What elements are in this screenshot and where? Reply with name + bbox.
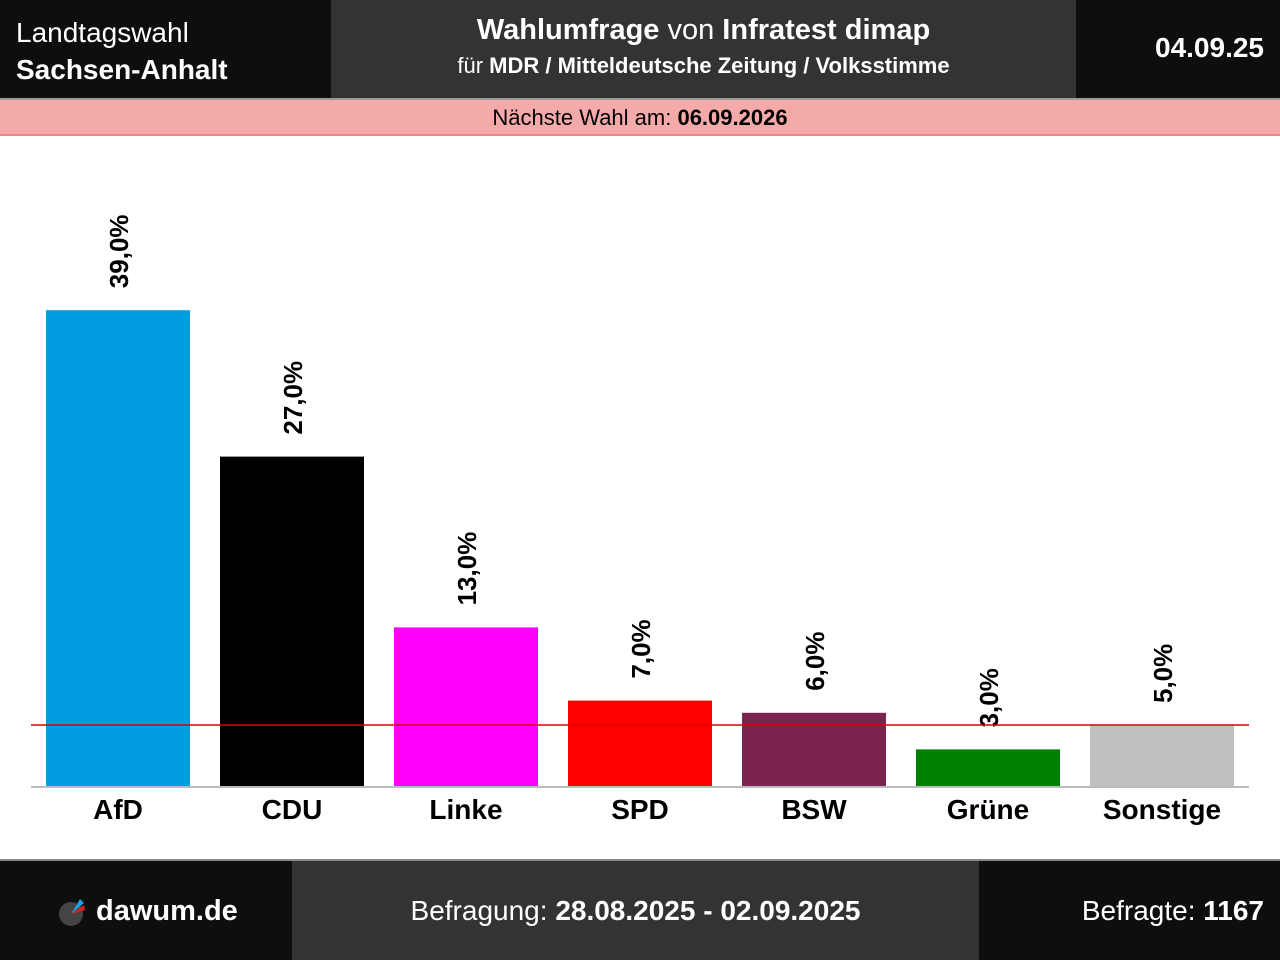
footer: dawum.de Befragung: 28.08.2025 - 02.09.2… (0, 859, 1280, 960)
data-label: 5,0% (1148, 644, 1178, 703)
category-label: SPD (611, 794, 669, 825)
bar-chart: 39,0% AfD 27,0% CDU 13,0% Linke 7,0% SPD 6,0% BSW… (31, 214, 1249, 825)
category-label: AfD (93, 794, 143, 825)
next-election-bar: Nächste Wahl am: 06.09.2026 (0, 98, 1280, 136)
category-label: Grüne (947, 794, 1029, 825)
category-label: Linke (429, 794, 502, 825)
publish-date: 04.09.25 (1155, 32, 1264, 63)
poll-info: Wahlumfrage von Infratest dimap für MDR … (331, 0, 1076, 98)
bar-afd (46, 310, 190, 786)
data-label: 27,0% (278, 361, 308, 435)
bar-bsw (742, 712, 886, 786)
survey-period: Befragung: 28.08.2025 - 02.09.2025 (292, 861, 979, 960)
bar-sonstige (1090, 725, 1234, 786)
data-label: 7,0% (626, 619, 656, 678)
bar-spd (568, 700, 712, 786)
category-label: Sonstige (1103, 794, 1221, 825)
election-title: Landtagswahl Sachsen-Anhalt (16, 17, 228, 85)
data-label: 13,0% (452, 532, 482, 606)
respondents: Befragte: 1167 (1081, 895, 1264, 926)
bar-grüne (916, 749, 1060, 786)
header: Landtagswahl Sachsen-Anhalt Wahlumfrage v… (0, 0, 1280, 98)
data-label: 39,0% (104, 214, 134, 288)
dawum-logo[interactable]: dawum.de (58, 895, 238, 928)
category-label: CDU (262, 794, 323, 825)
pie-logo-icon (59, 898, 85, 926)
category-label: BSW (781, 794, 847, 825)
data-label: 3,0% (974, 668, 1004, 727)
bar-cdu (220, 456, 364, 786)
bar-linke (394, 627, 538, 786)
data-label: 6,0% (800, 632, 830, 691)
